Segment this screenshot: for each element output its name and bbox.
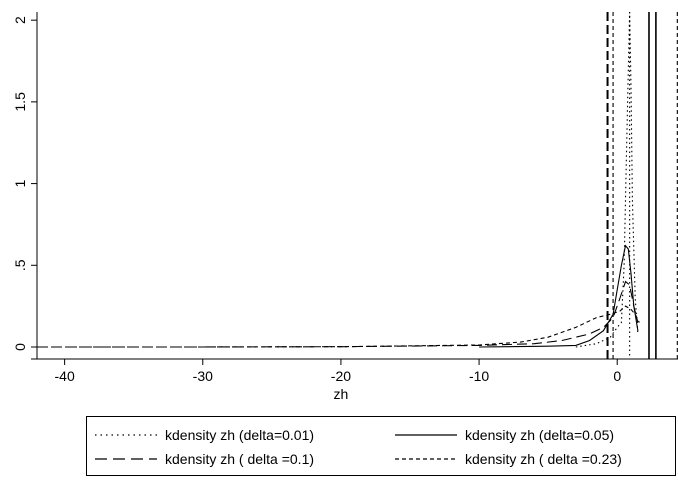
vertical-reference-lines bbox=[606, 12, 678, 359]
x-tick-label: -40 bbox=[55, 368, 75, 384]
y-tick-label: 1.5 bbox=[12, 92, 28, 112]
chart-axes bbox=[31, 12, 678, 360]
legend-item-delta-005: kdensity zh (delta=0.05) bbox=[395, 424, 614, 446]
legend-item-delta-01: kdensity zh ( delta =0.1) bbox=[95, 448, 314, 470]
series-line-1 bbox=[479, 244, 639, 348]
y-tick-label: 0 bbox=[12, 343, 28, 351]
x-tick-label: -20 bbox=[331, 368, 351, 384]
x-tick-label: -10 bbox=[469, 368, 489, 384]
series-line-0 bbox=[575, 11, 639, 348]
legend-label: kdensity zh (delta=0.01) bbox=[165, 427, 315, 443]
y-tick-label: 2 bbox=[12, 16, 28, 24]
legend-label: kdensity zh ( delta =0.1) bbox=[165, 451, 315, 467]
x-tick-label: -30 bbox=[193, 368, 213, 384]
x-tick-label: 0 bbox=[613, 368, 621, 384]
series-line-2 bbox=[37, 280, 639, 348]
legend-swatch-dashed bbox=[95, 458, 157, 460]
y-tick-label: .5 bbox=[12, 259, 28, 271]
series-line-3 bbox=[37, 305, 640, 348]
legend-swatch-solid bbox=[395, 434, 457, 436]
legend-swatch-dotted bbox=[95, 434, 157, 436]
legend-swatch-shortdash bbox=[395, 458, 457, 460]
legend: kdensity zh (delta=0.01) kdensity zh (de… bbox=[86, 416, 676, 476]
legend-item-delta-001: kdensity zh (delta=0.01) bbox=[95, 424, 314, 446]
density-series bbox=[37, 11, 640, 348]
legend-item-delta-023: kdensity zh ( delta =0.23) bbox=[395, 448, 622, 470]
legend-label: kdensity zh ( delta =0.23) bbox=[465, 451, 622, 467]
density-chart: -40 -30 -20 -10 0 0 .5 1 1.5 2 zh bbox=[12, 11, 678, 402]
tick-labels: -40 -30 -20 -10 0 0 .5 1 1.5 2 bbox=[12, 16, 621, 384]
y-tick-label: 1 bbox=[12, 179, 28, 187]
legend-label: kdensity zh (delta=0.05) bbox=[465, 427, 615, 443]
x-axis-label: zh bbox=[334, 386, 349, 402]
